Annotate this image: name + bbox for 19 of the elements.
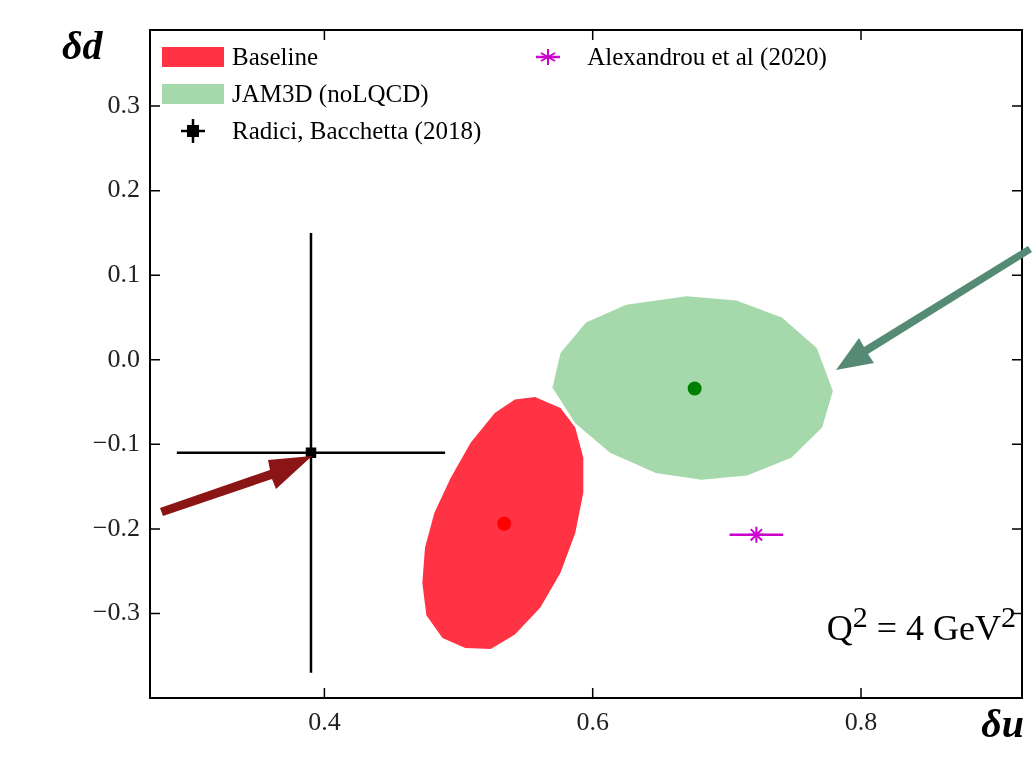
y-tick-label: −0.2 — [92, 512, 140, 542]
y-tick-label: −0.3 — [92, 597, 140, 627]
annotation: Q$^{2}$ = 4 GeV$^{2}$ — [826, 600, 1016, 649]
point — [687, 381, 702, 396]
y-tick-label: 0.2 — [107, 174, 140, 204]
y-tick-label: 0.3 — [107, 89, 140, 119]
x-tick-label: 0.8 — [844, 707, 878, 737]
x-tick-label: 0.4 — [308, 707, 341, 737]
x-axis-title: δu — [981, 700, 1024, 747]
y-axis-title: δd — [62, 22, 103, 69]
y-tick-label: 0.0 — [107, 343, 140, 373]
legend-label: Alexandrou et al (2020) — [587, 42, 827, 71]
legend-label: Baseline — [232, 42, 319, 71]
point — [497, 516, 512, 531]
x-tick-label: 0.6 — [576, 707, 609, 737]
y-tick-label: 0.1 — [107, 259, 140, 289]
legend-label: Radici, Bacchetta (2018) — [232, 116, 482, 145]
y-tick-label: −0.1 — [92, 428, 140, 458]
legend-label: JAM3D (noLQCD) — [232, 79, 429, 108]
